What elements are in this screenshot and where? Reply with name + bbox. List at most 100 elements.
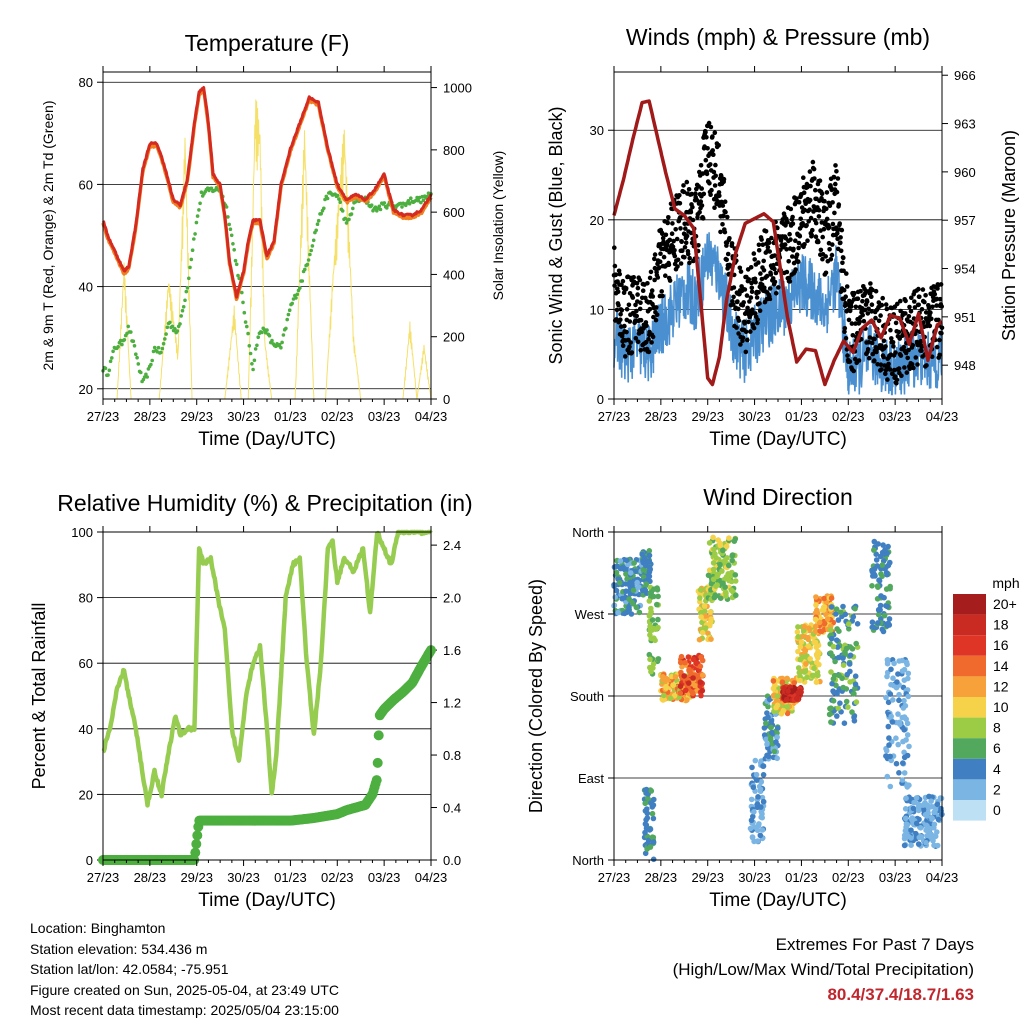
dewpoint-point	[129, 330, 133, 334]
direction-point	[874, 563, 880, 569]
gust-point	[919, 307, 925, 312]
gust-point	[766, 240, 772, 245]
gust-point	[818, 247, 824, 253]
dewpoint-point	[322, 206, 326, 211]
gust-point	[623, 354, 628, 359]
direction-point	[667, 695, 674, 702]
direction-point	[891, 660, 897, 667]
gust-point	[917, 294, 922, 300]
gust-point	[745, 337, 750, 343]
direction-point	[642, 800, 648, 807]
gust-point	[742, 321, 747, 326]
direction-point	[726, 535, 732, 541]
direction-point	[838, 609, 844, 616]
gust-point	[744, 293, 750, 298]
winds-xtick-label: 03/23	[879, 409, 912, 424]
temperature-ytick-label: 20	[79, 382, 93, 397]
direction-point	[749, 764, 755, 771]
gust-point	[790, 214, 795, 220]
gust-point	[681, 183, 686, 188]
direction-point	[893, 760, 900, 767]
direction-point	[655, 624, 661, 631]
direction-xtick-label: 04/23	[926, 870, 959, 885]
direction-point	[748, 817, 755, 824]
direction-point	[795, 634, 802, 640]
precip-point	[373, 730, 384, 741]
gust-point	[908, 309, 914, 314]
direction-point	[642, 821, 649, 827]
gust-point	[624, 329, 629, 335]
gust-point	[767, 296, 773, 302]
winds-y2tick-label: 963	[954, 117, 976, 132]
gust-point	[869, 302, 875, 308]
direction-point	[845, 621, 852, 627]
gust-point	[697, 210, 702, 215]
gust-point	[646, 349, 652, 355]
temp-2m-line	[101, 86, 433, 299]
direction-point	[824, 616, 831, 622]
gust-point	[867, 335, 873, 340]
direction-point	[900, 738, 906, 745]
temperature-y2tick-label: 1000	[443, 81, 472, 96]
direction-point	[903, 716, 909, 722]
direction-point	[813, 679, 820, 685]
temperature-ytick-label: 60	[79, 177, 93, 192]
dewpoint-point	[245, 324, 249, 329]
gust-point	[884, 306, 890, 312]
gust-point	[881, 338, 887, 344]
precip-point	[192, 830, 203, 841]
gust-point	[776, 285, 781, 290]
direction-point	[878, 571, 884, 577]
humidity-xtick-label: 04/23	[415, 870, 448, 885]
direction-point	[903, 821, 910, 827]
direction-point	[935, 816, 942, 823]
direction-point	[685, 680, 692, 686]
gust-point	[614, 307, 620, 313]
winds-xtick-label: 27/23	[598, 409, 631, 424]
gust-point	[707, 181, 712, 186]
direction-point	[717, 595, 724, 601]
dewpoint-point	[161, 341, 166, 346]
gust-point	[756, 242, 762, 248]
gust-point	[911, 365, 916, 371]
gust-point	[853, 321, 858, 326]
direction-point	[685, 654, 692, 660]
gust-point	[736, 306, 741, 312]
winds-xtick-label: 01/23	[785, 409, 818, 424]
gust-point	[727, 236, 732, 241]
winds-xtick-label: 04/23	[926, 409, 959, 424]
direction-point	[895, 711, 901, 717]
gust-point	[756, 248, 762, 253]
gust-point	[843, 336, 849, 341]
gust-point	[755, 320, 760, 326]
gust-point	[890, 340, 896, 345]
dewpoint-point	[142, 375, 147, 379]
direction-point	[770, 678, 777, 684]
gust-point	[640, 288, 646, 294]
speed-legend-swatch	[953, 676, 986, 697]
gust-point	[670, 221, 675, 226]
gust-point	[619, 308, 625, 313]
gust-point	[852, 290, 857, 296]
gust-point	[866, 306, 871, 312]
gust-point	[857, 319, 862, 325]
direction-point	[774, 730, 780, 736]
direction-point	[729, 557, 735, 564]
gust-point	[910, 343, 916, 348]
gust-point	[748, 295, 754, 300]
speed-legend-label: 16	[993, 637, 1009, 653]
direction-point	[801, 623, 808, 630]
gust-point	[711, 169, 717, 175]
direction-point	[654, 587, 661, 593]
gust-point	[903, 298, 908, 304]
direction-xtick-label: 30/23	[738, 870, 771, 885]
gust-point	[672, 248, 677, 253]
gust-point	[811, 166, 817, 172]
gust-point	[620, 278, 626, 284]
direction-point	[646, 559, 653, 565]
direction-point	[763, 736, 769, 743]
direction-point	[904, 752, 911, 759]
direction-point	[910, 805, 917, 812]
gust-point	[768, 272, 774, 277]
gust-point	[655, 275, 661, 280]
